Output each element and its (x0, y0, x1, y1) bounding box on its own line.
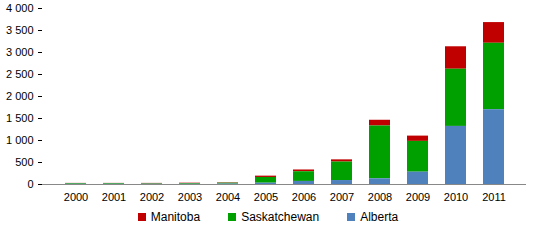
svg-text:2011: 2011 (482, 191, 506, 203)
svg-text:2009: 2009 (406, 191, 430, 203)
svg-text:2001: 2001 (102, 191, 126, 203)
svg-text:1 000: 1 000 (6, 134, 34, 146)
svg-text:2007: 2007 (330, 191, 354, 203)
svg-text:0: 0 (27, 178, 33, 190)
svg-text:500: 500 (15, 156, 33, 168)
html-text:Alberta: Alberta (360, 210, 399, 224)
svg-text:2005: 2005 (254, 191, 278, 203)
svg-text:4 000: 4 000 (6, 2, 34, 14)
svg-text:2008: 2008 (368, 191, 392, 203)
svg-text:2002: 2002 (140, 191, 164, 203)
svg-text:3 000: 3 000 (6, 46, 34, 58)
svg-text:3 500: 3 500 (6, 24, 34, 36)
html-text:Manitoba: Manitoba (150, 210, 201, 224)
svg-text:2 500: 2 500 (6, 68, 34, 80)
svg-text:2 000: 2 000 (6, 90, 34, 102)
svg-text:2006: 2006 (292, 191, 316, 203)
svg-text:2010: 2010 (444, 191, 468, 203)
svg-text:2004: 2004 (216, 191, 240, 203)
svg-text:1 500: 1 500 (6, 112, 34, 124)
html-text:Saskatchewan: Saskatchewan (241, 210, 320, 224)
svg-text:2000: 2000 (64, 191, 88, 203)
svg-text:2003: 2003 (178, 191, 202, 203)
